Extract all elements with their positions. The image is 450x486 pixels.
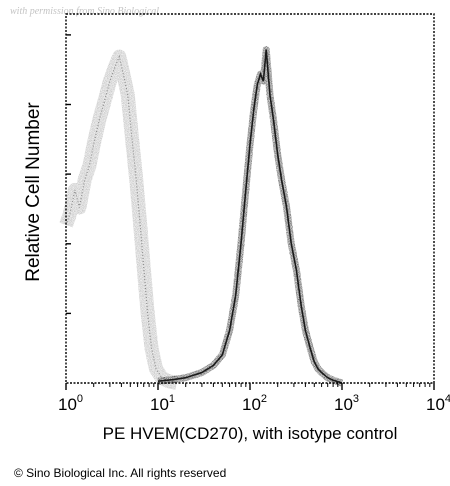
x-tick-label: 103 xyxy=(334,393,359,414)
watermark-text: with permission from Sino Biological xyxy=(10,6,160,17)
series-line xyxy=(157,49,343,384)
x-tick-label: 101 xyxy=(150,393,175,414)
series-band xyxy=(157,46,344,387)
x-tick-label: 102 xyxy=(242,393,267,414)
series-band xyxy=(59,49,179,390)
copyright-text: © Sino Biological Inc. All rights reserv… xyxy=(14,466,227,480)
y-axis-ticks xyxy=(66,34,71,315)
series-isotype-control xyxy=(59,49,179,390)
series-line xyxy=(65,54,177,384)
x-tick-label: 104 xyxy=(426,393,450,414)
x-tick-label: 100 xyxy=(58,393,83,414)
series-hvem-stained xyxy=(157,46,344,387)
x-axis-ticks: 100 101 102 103 104 xyxy=(58,383,450,414)
y-axis-label: Relative Cell Number xyxy=(23,102,44,282)
x-axis-label: PE HVEM(CD270), with isotype control xyxy=(102,424,398,443)
